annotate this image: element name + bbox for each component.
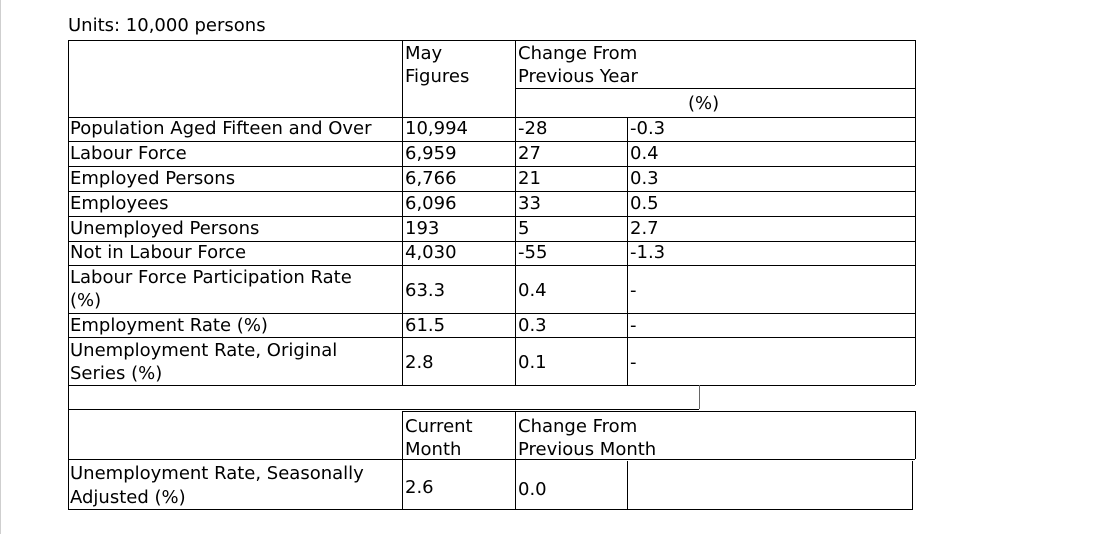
table2-column-divider — [627, 461, 628, 509]
row-divider — [68, 191, 915, 192]
table2-border-bottom — [68, 509, 913, 510]
header-percent: (%) — [688, 93, 720, 114]
header-may-figures-line2: Figures — [405, 66, 470, 87]
row-value: 2.6 — [405, 477, 434, 498]
column-divider — [627, 117, 628, 385]
row-value: 6,096 — [405, 193, 457, 214]
row-label: Employment Rate (%) — [70, 315, 268, 336]
row-change: 0.4 — [518, 280, 547, 301]
table2-column-divider — [402, 411, 403, 509]
row-divider — [68, 216, 915, 217]
row-label-line1: Labour Force Participation Rate — [70, 267, 352, 288]
row-change: 0.3 — [518, 315, 547, 336]
row-percent: -1.3 — [630, 242, 666, 263]
row-percent: 0.4 — [630, 143, 659, 164]
row-divider — [68, 241, 915, 242]
table-border-left — [68, 40, 69, 385]
row-label: Population Aged Fifteen and Over — [70, 118, 372, 139]
row-divider — [68, 313, 915, 314]
row-value: 10,994 — [405, 118, 468, 139]
header-current-month-line1: Current — [405, 416, 473, 437]
row-value: 2.8 — [405, 352, 434, 373]
row-label-line2: Series (%) — [70, 363, 163, 384]
row-change: -55 — [518, 242, 548, 263]
row-change: 21 — [518, 168, 541, 189]
header-change-line2: Previous Year — [518, 66, 638, 87]
table-header-bottom — [68, 117, 915, 118]
row-percent: - — [630, 280, 637, 301]
row-percent: 0.3 — [630, 168, 659, 189]
spacer-row-right — [699, 385, 700, 409]
row-label-line2: Adjusted (%) — [70, 487, 186, 508]
row-label: Employees — [70, 193, 169, 214]
row-change: -28 — [518, 118, 548, 139]
row-label: Labour Force — [70, 143, 187, 164]
spacer-row-bottom — [68, 409, 699, 410]
table2-border-left — [68, 409, 69, 509]
row-value: 4,030 — [405, 242, 457, 263]
row-percent: - — [630, 352, 637, 373]
row-percent: - — [630, 315, 637, 336]
row-divider — [68, 166, 915, 167]
row-value: 6,766 — [405, 168, 457, 189]
header-may-figures-line1: May — [405, 43, 443, 64]
page-left-edge — [0, 0, 1, 534]
row-value: 63.3 — [405, 280, 446, 301]
row-divider — [68, 141, 915, 142]
header-change-line1: Change From — [518, 43, 638, 64]
header-current-month-line2: Month — [405, 439, 462, 460]
column-divider — [515, 40, 516, 385]
column-divider — [402, 40, 403, 385]
row-change: 0.1 — [518, 352, 547, 373]
row-change: 27 — [518, 143, 541, 164]
table2-header-bottom — [68, 459, 915, 460]
row-value: 6,959 — [405, 143, 457, 164]
table2-header-right — [915, 411, 916, 459]
row-value: 61.5 — [405, 315, 446, 336]
row-change: 33 — [518, 193, 541, 214]
row-label: Unemployed Persons — [70, 218, 260, 239]
table-border-bottom — [68, 385, 915, 386]
table-header-divider — [515, 88, 915, 89]
table2-border-right — [912, 461, 913, 509]
row-divider — [68, 265, 915, 266]
header-change-month-line2: Previous Month — [518, 439, 657, 460]
row-change: 5 — [518, 218, 530, 239]
row-change: 0.0 — [518, 479, 547, 500]
header-change-month-line1: Change From — [518, 416, 638, 437]
row-value: 193 — [405, 218, 440, 239]
row-label: Not in Labour Force — [70, 242, 247, 263]
row-label-line1: Unemployment Rate, Seasonally — [70, 463, 364, 484]
row-label-line2: (%) — [70, 290, 102, 311]
table2-column-divider — [515, 411, 516, 509]
row-percent: -0.3 — [630, 118, 666, 139]
table-border-top — [68, 40, 915, 41]
table-border-right — [915, 40, 916, 385]
row-percent: 0.5 — [630, 193, 659, 214]
row-label-line1: Unemployment Rate, Original — [70, 340, 338, 361]
units-note: Units: 10,000 persons — [68, 15, 266, 36]
row-divider — [68, 337, 915, 338]
row-percent: 2.7 — [630, 218, 659, 239]
spacer-row-left — [68, 385, 69, 409]
table2-header-top — [402, 411, 915, 412]
row-label: Employed Persons — [70, 168, 236, 189]
